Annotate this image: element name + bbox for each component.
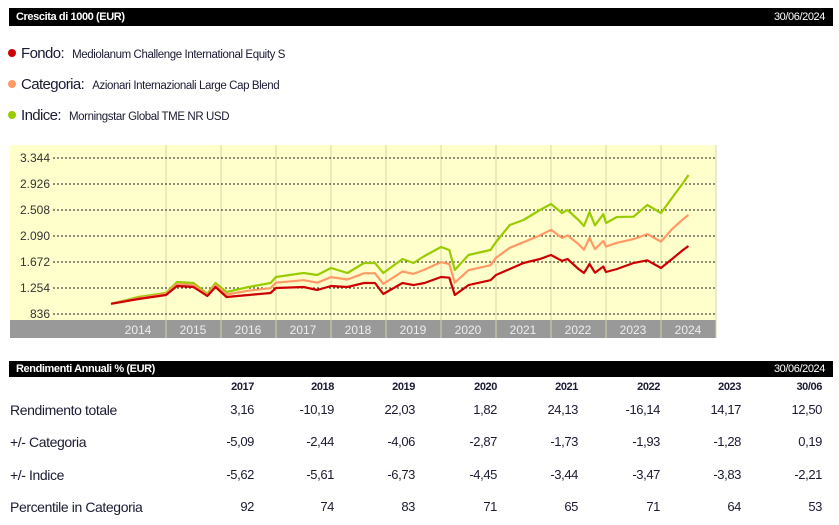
table-cell: 14,17 [710,402,741,417]
y-tick-label: 2.090 [20,229,50,243]
table-cell: -5,62 [226,467,254,482]
table-cell: 53 [808,499,822,514]
table-cell: 83 [401,499,415,514]
column-header: 30/06 [796,381,822,393]
table-cell: -16,14 [625,402,661,417]
table-cell: -5,09 [226,434,254,449]
column-header: 2021 [555,381,578,393]
legend-key: Categoria: [21,76,85,93]
table-cell: -4,45 [469,467,497,482]
table-cell: 1,82 [473,402,497,417]
legend-value: Mediolanum Challenge International Equit… [72,49,286,61]
x-tick-label: 2024 [675,323,702,337]
x-tick-label: 2017 [290,323,317,337]
returns-title: Rendimenti Annuali % (EUR) [16,363,155,375]
table-cell: -2,87 [469,434,497,449]
column-header: 2019 [392,381,415,393]
y-tick-label: 1.672 [20,255,50,269]
table-cell: -6,73 [387,467,415,482]
table-cell: 92 [240,499,254,514]
x-tick-label: 2021 [510,323,537,337]
x-tick-label: 2020 [455,323,482,337]
growth-title: Crescita di 1000 (EUR) [16,11,125,23]
y-tick-label: 2.508 [20,203,50,217]
table-cell: -1,73 [550,434,578,449]
table-cell: -3,47 [632,467,660,482]
table-cell: 71 [646,499,660,514]
y-tick-label: 2.926 [20,177,50,191]
y-tick-label: 836 [30,307,50,321]
table-cell: 24,13 [547,402,578,417]
table-cell: -5,61 [306,467,334,482]
series-line-categoria [110,214,690,305]
legend-item-indice: Indice: Morningstar Global TME NR USD [8,107,230,127]
row-label: +/- Indice [10,467,64,483]
legend-item-fondo: Fondo: Mediolanum Challenge Internationa… [8,45,285,65]
x-tick-label: 2014 [125,323,152,337]
x-tick-label: 2022 [565,323,592,337]
table-cell: -3,44 [550,467,578,482]
series-line-fondo [110,245,690,305]
table-cell: 3,16 [230,402,254,417]
plot-background [10,145,716,320]
table-cell: 74 [320,499,334,514]
table-cell: -2,44 [306,434,334,449]
table-cell: -4,06 [387,434,415,449]
legend-value: Azionari Internazionali Large Cap Blend [92,80,280,92]
y-tick-label: 3.344 [20,151,50,165]
legend-value: Morningstar Global TME NR USD [69,111,230,123]
growth-chart: 836 1.254 1.672 2.090 2.508 2.926 3.344 2014 201… [10,145,717,338]
growth-header-bar: Crescita di 1000 (EUR) 30/06/2024 [9,8,833,26]
column-header: 2022 [637,381,660,393]
row-label: Rendimento totale [10,402,117,418]
returns-header-bar: Rendimenti Annuali % (EUR) 30/06/2024 [9,361,833,377]
legend-key: Indice: [21,107,62,124]
table-cell: -1,93 [632,434,660,449]
table-cell: -2,21 [794,467,822,482]
table-cell: 65 [564,499,578,514]
table-cell: -10,19 [299,402,335,417]
growth-date: 30/06/2024 [773,11,825,23]
column-header: 2023 [718,381,741,393]
table-cell: 71 [483,499,497,514]
column-header: 2020 [474,381,497,393]
row-label: +/- Categoria [10,434,87,450]
y-tick-label: 1.254 [20,281,50,295]
categoria-dot-icon [8,80,16,88]
table-cell: 12,50 [791,402,822,417]
x-tick-label: 2023 [620,323,647,337]
row-label: Percentile in Categoria [10,499,143,515]
column-header: 2017 [231,381,254,393]
table-cell: 64 [727,499,741,514]
legend-item-categoria: Categoria: Azionari Internazionali Large… [8,76,280,96]
returns-date: 30/06/2024 [773,363,825,375]
x-tick-label: 2016 [235,323,262,337]
series-line-indice [110,174,690,305]
x-tick-label: 2019 [400,323,427,337]
table-cell: -3,83 [713,467,741,482]
indice-dot-icon [8,111,16,119]
legend-key: Fondo: [21,45,65,62]
column-header: 2018 [311,381,334,393]
x-tick-label: 2018 [345,323,372,337]
x-axis-band [10,320,716,338]
table-cell: 22,03 [384,402,415,417]
table-cell: 0,19 [798,434,822,449]
x-tick-label: 2015 [180,323,207,337]
table-cell: -1,28 [713,434,741,449]
fondo-dot-icon [8,49,16,57]
